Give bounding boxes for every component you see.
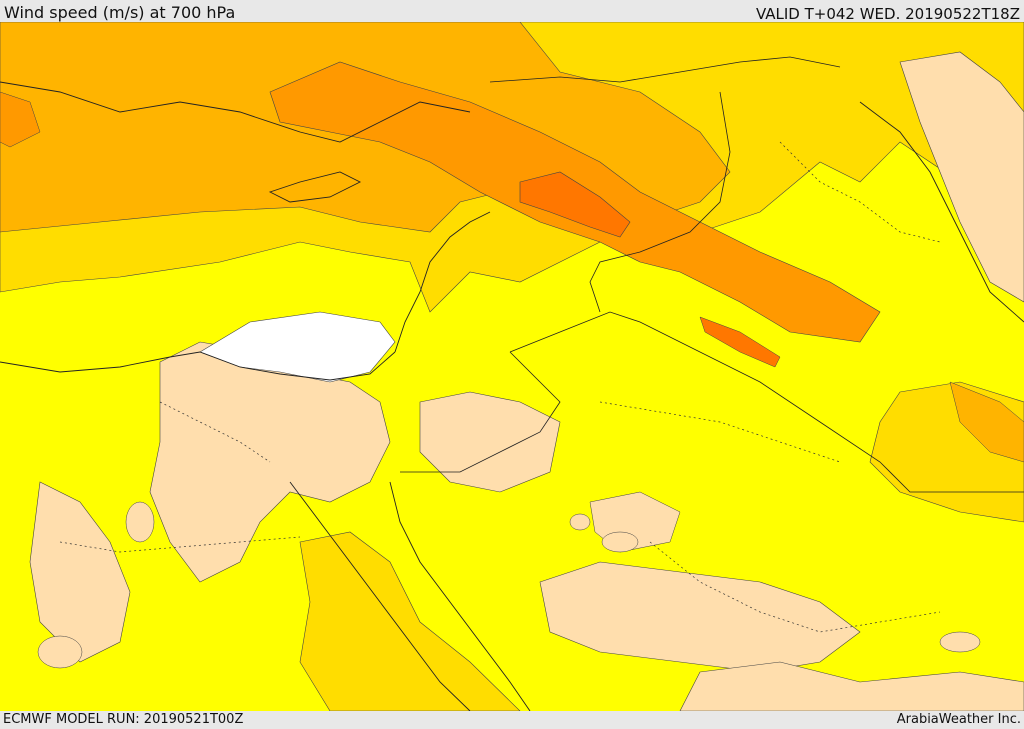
wind-contour-level-0 [419,391,561,493]
wind-speed-map[interactable] [0,22,1024,711]
footer-bar: ECMWF MODEL RUN: 20190521T00Z ArabiaWeat… [0,711,1024,729]
no-data-area [199,311,396,383]
wind-contour-level-0 [539,561,861,673]
wind-contour-level-2 [299,531,521,711]
credit-label: ArabiaWeather Inc. [896,712,1021,727]
province-border [779,141,941,243]
province-border [649,541,941,633]
country-border [489,56,841,83]
country-border [589,91,731,313]
wind-contour-level-3 [949,381,1024,463]
coastline [0,351,396,381]
wind-contour-level-0 [37,635,83,669]
coastline [859,101,1024,323]
province-border [59,536,301,553]
country-border [400,351,561,473]
map-title: Wind speed (m/s) at 700 hPa [4,3,236,22]
wind-contour-level-0 [899,51,1024,303]
wind-contour-level-4 [0,91,41,148]
wind-contour-level-0 [29,481,131,663]
model-run-label: ECMWF MODEL RUN: 20190521T00Z [3,712,244,727]
header-bar: Wind speed (m/s) at 700 hPa VALID T+042 … [0,0,1024,23]
wind-contour-level-0 [569,513,591,531]
wind-contour-level-0 [601,531,639,553]
country-border [509,311,1024,493]
coastline [394,211,491,353]
wind-contour-level-0 [679,661,1024,711]
coastline [268,171,362,203]
coastline [0,81,471,143]
wind-contour-level-5 [699,316,781,368]
province-border [599,401,841,463]
wind-contour-level-0 [125,501,155,543]
wind-contour-level-0 [939,631,981,653]
valid-time: VALID T+042 WED. 20190522T18Z [755,5,1020,23]
coastline [289,481,471,711]
coastline [389,481,531,711]
wind-contour-level-5 [519,171,631,238]
